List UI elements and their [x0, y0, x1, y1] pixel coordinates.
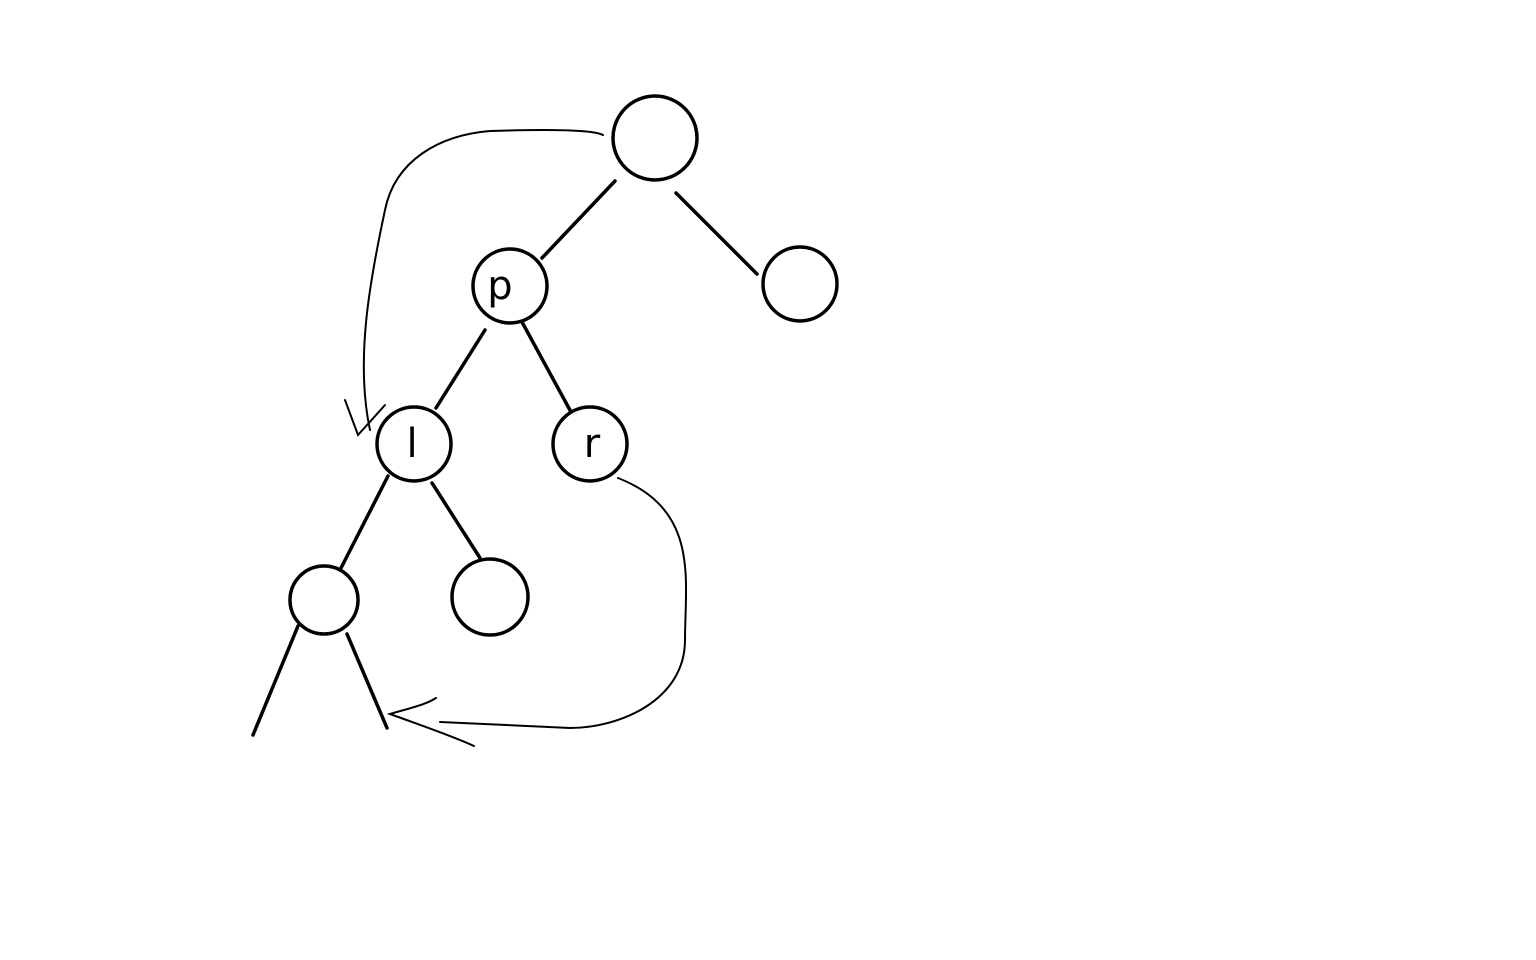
node-l [375, 405, 453, 483]
edge [430, 481, 482, 560]
arrow-head [344, 399, 386, 437]
node-label: p [487, 263, 512, 309]
node-p [471, 247, 549, 325]
leaf-node [450, 557, 530, 637]
edge [338, 474, 390, 572]
edge [520, 320, 573, 414]
edge [540, 179, 617, 260]
edge [674, 191, 759, 276]
node-label: r [584, 421, 601, 467]
edge [345, 632, 389, 730]
node-label: l [406, 421, 417, 467]
root-right-node [761, 245, 839, 323]
edge [251, 624, 300, 737]
curved-arrow [362, 128, 604, 431]
node-r [551, 405, 629, 483]
edge [434, 328, 487, 410]
arrow-head [386, 697, 475, 747]
root-node [611, 94, 699, 182]
leaf-node [288, 564, 360, 636]
curved-arrow [439, 477, 688, 730]
